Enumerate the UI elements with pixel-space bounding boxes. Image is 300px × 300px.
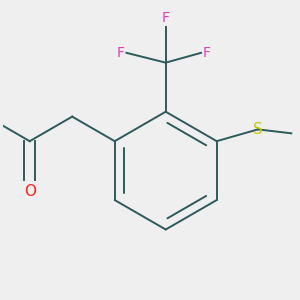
- Text: F: F: [203, 46, 211, 60]
- Text: O: O: [24, 184, 36, 200]
- Text: F: F: [116, 46, 124, 60]
- Text: S: S: [253, 122, 263, 137]
- Text: F: F: [162, 11, 170, 26]
